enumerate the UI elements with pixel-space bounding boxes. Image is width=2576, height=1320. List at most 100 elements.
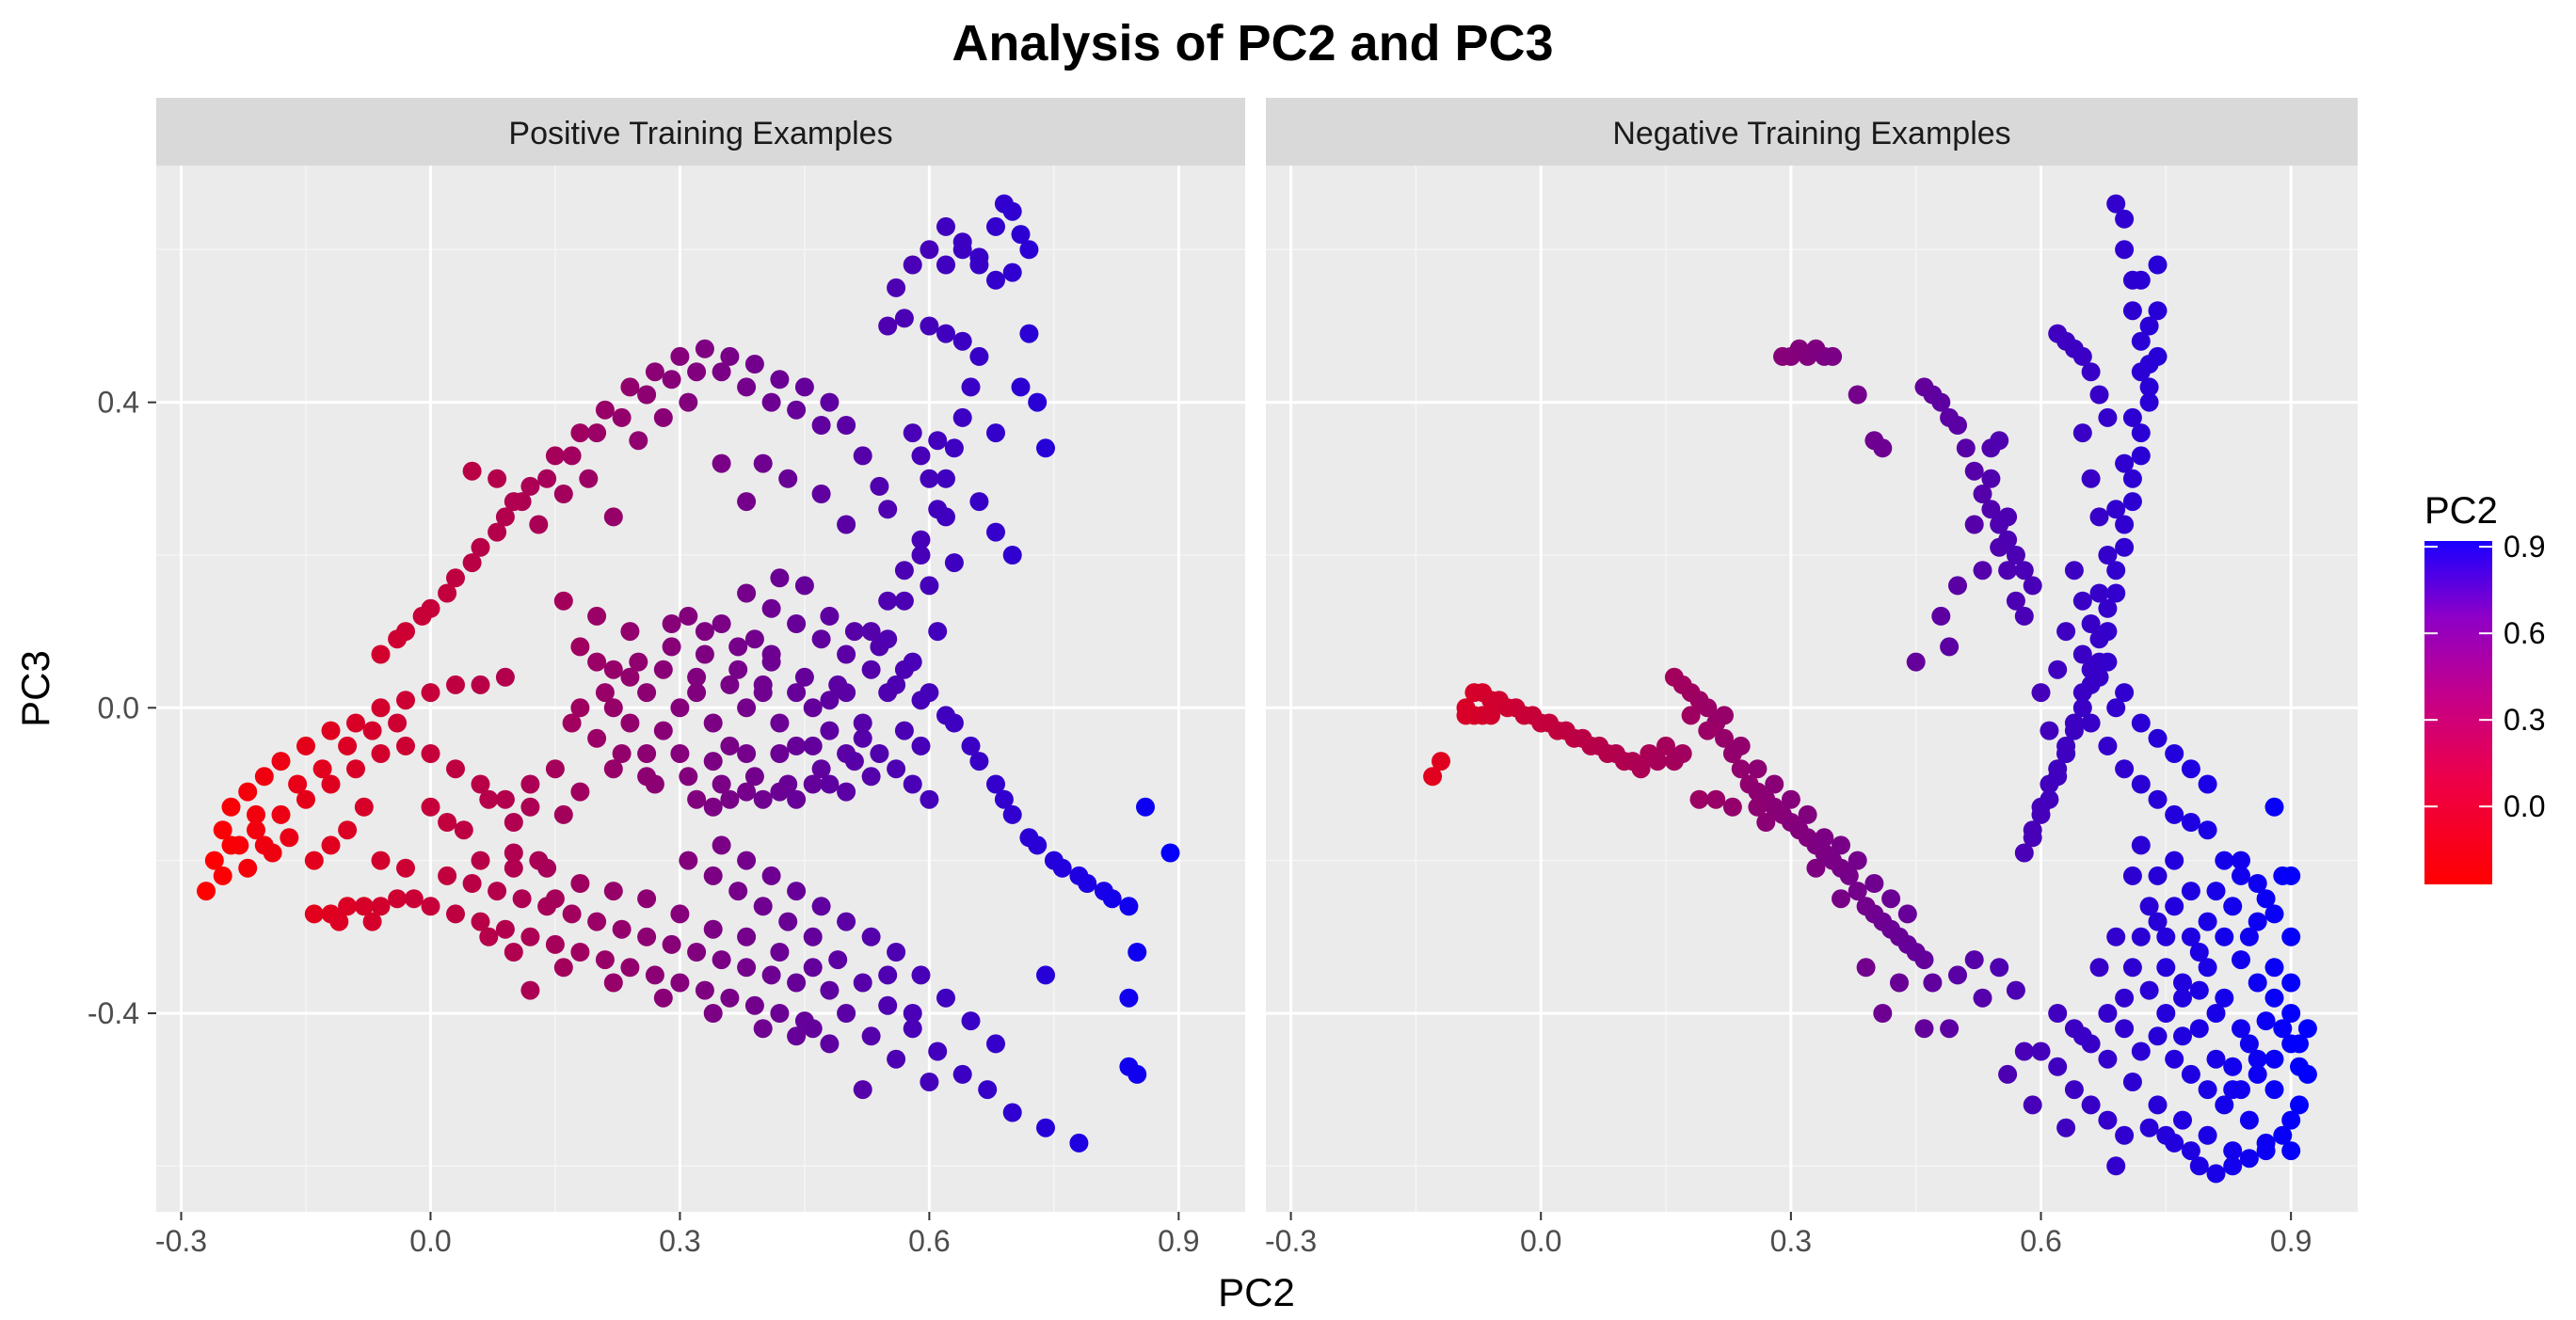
data-point	[670, 698, 690, 718]
data-point	[737, 782, 757, 802]
data-point	[1765, 774, 1784, 794]
data-point	[2106, 500, 2126, 519]
data-point	[438, 866, 457, 885]
data-point	[2290, 1034, 2309, 1054]
data-point	[828, 950, 848, 970]
legend-title: PC2	[2424, 490, 2498, 532]
data-point	[986, 423, 1005, 443]
data-point	[637, 767, 657, 787]
data-point	[1002, 546, 1022, 565]
data-point	[2131, 270, 2151, 290]
data-point	[587, 423, 607, 443]
data-point	[504, 813, 523, 832]
data-point	[887, 759, 906, 779]
data-point	[1839, 866, 1859, 885]
data-point	[221, 835, 241, 855]
data-point	[2098, 598, 2118, 618]
data-point	[2131, 331, 2151, 351]
data-point	[803, 1019, 823, 1039]
data-point	[2215, 927, 2234, 946]
data-point	[695, 644, 714, 664]
data-point	[2106, 927, 2126, 946]
data-point	[1956, 438, 1976, 458]
data-point	[920, 316, 939, 336]
data-point	[853, 446, 872, 466]
data-point	[2189, 1156, 2209, 1176]
data-point	[2115, 1125, 2135, 1145]
panel-strip-negative	[1266, 98, 2358, 166]
data-point	[587, 728, 607, 748]
data-point	[2131, 1042, 2151, 1061]
data-point	[2056, 622, 2076, 642]
data-point	[811, 485, 831, 503]
data-point	[2281, 973, 2301, 993]
y-tick-label: 0.0	[98, 691, 139, 724]
data-point	[545, 446, 565, 466]
data-point	[936, 255, 955, 275]
data-point	[695, 980, 714, 1000]
data-point	[296, 736, 315, 755]
data-point	[2281, 927, 2301, 946]
data-point	[2115, 453, 2135, 473]
legend-tick-label: 0.9	[2504, 530, 2545, 564]
data-point	[537, 469, 557, 488]
data-point	[936, 988, 955, 1008]
data-point	[1856, 958, 1876, 978]
data-point	[687, 683, 707, 703]
data-point	[679, 606, 698, 626]
data-point	[396, 691, 415, 710]
data-point	[603, 973, 623, 993]
data-point	[2181, 759, 2200, 779]
data-point	[479, 927, 499, 946]
data-point	[553, 485, 573, 503]
data-point	[2098, 652, 2118, 672]
data-point	[787, 400, 807, 420]
data-point	[753, 453, 773, 473]
data-point	[811, 897, 831, 916]
data-point	[2148, 728, 2168, 748]
data-point	[1923, 973, 1943, 993]
data-point	[2148, 346, 2168, 366]
data-point	[312, 759, 332, 779]
data-point	[238, 858, 258, 878]
data-point	[853, 713, 872, 733]
data-point	[1823, 346, 1843, 366]
data-point	[1748, 759, 1768, 779]
data-point	[2131, 362, 2151, 382]
data-point	[2106, 583, 2126, 603]
data-point	[820, 1034, 840, 1054]
data-point	[770, 370, 790, 390]
x-tick-label: 0.6	[908, 1224, 950, 1258]
data-point	[2223, 1156, 2243, 1176]
x-tick-label: -0.3	[155, 1224, 207, 1258]
data-point	[803, 698, 823, 718]
data-point	[787, 1026, 807, 1046]
legend-ticks: 0.9 0.6 0.3 0.0	[2424, 530, 2545, 823]
data-point	[2256, 1141, 2276, 1161]
data-point	[2106, 194, 2126, 214]
data-point	[986, 522, 1005, 542]
data-point	[2122, 492, 2142, 512]
data-point	[803, 774, 823, 794]
data-point	[471, 675, 490, 694]
data-point	[2064, 1019, 2084, 1039]
data-point	[720, 675, 740, 694]
data-point	[1973, 485, 1992, 503]
data-point	[587, 652, 607, 672]
data-point	[737, 851, 757, 870]
data-point	[371, 744, 391, 763]
data-point	[969, 492, 989, 512]
data-point	[820, 721, 840, 740]
data-point	[354, 797, 374, 817]
data-point	[820, 774, 840, 794]
panel-strip-label-positive: Positive Training Examples	[508, 116, 892, 151]
data-point	[770, 744, 790, 763]
data-point	[1848, 882, 1867, 901]
data-point	[1731, 759, 1751, 779]
data-point	[679, 392, 698, 412]
data-point	[787, 789, 807, 809]
data-point	[1002, 804, 1022, 824]
data-point	[2115, 988, 2135, 1008]
data-point	[728, 882, 748, 901]
data-point	[2165, 1133, 2184, 1153]
